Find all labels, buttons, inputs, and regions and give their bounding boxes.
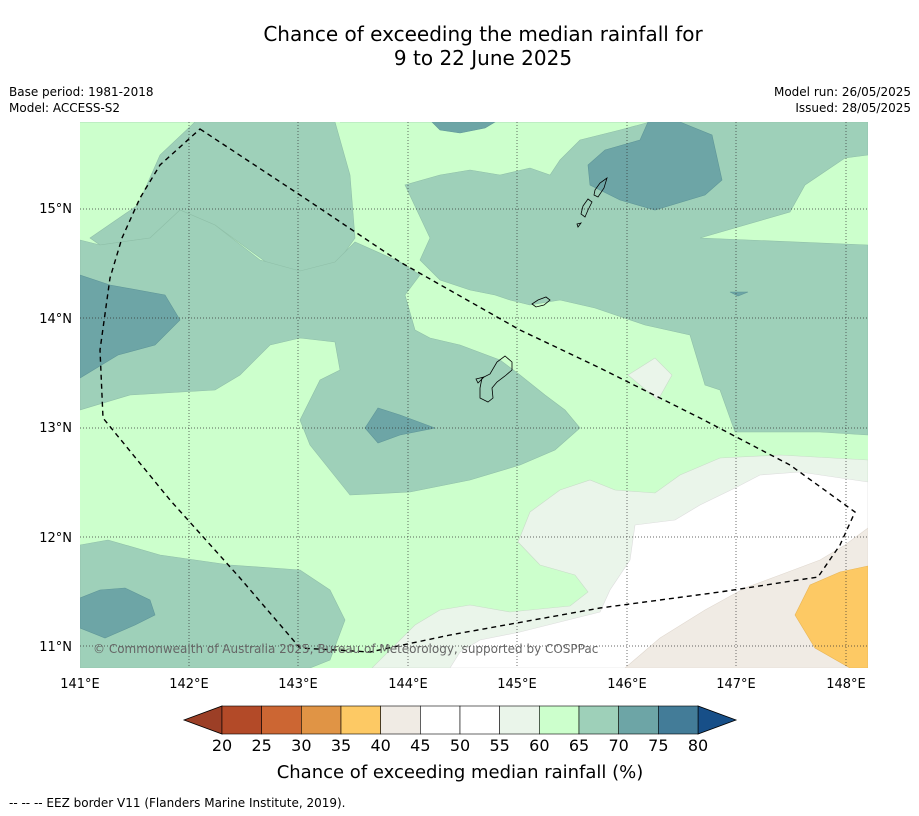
contour-55-60-patch <box>627 357 673 401</box>
colorbar-tick-label: 50 <box>450 736 470 755</box>
colorbar-tick-label: 60 <box>529 736 549 755</box>
contour-70-75-small <box>729 291 749 297</box>
issued-text: Issued: 28/05/2025 <box>795 101 911 115</box>
lon-tick-labels: 141°E 142°E 143°E 144°E 145°E 146°E 147°… <box>60 677 866 692</box>
colorbar-tick-label: 70 <box>608 736 628 755</box>
aguijan-islet <box>576 222 582 228</box>
chart-title: Chance of exceeding the median rainfall … <box>0 22 919 70</box>
colorbar-tick-label: 25 <box>251 736 271 755</box>
rainfall-map <box>80 122 868 668</box>
colorbar-over-arrow <box>697 705 738 735</box>
meta-left: Base period: 1981-2018 Model: ACCESS-S2 <box>9 84 154 116</box>
colorbar-segment <box>539 705 580 735</box>
colorbar-segment <box>380 705 421 735</box>
lat-tick-label: 14°N <box>39 312 72 327</box>
colorbar-tick-label: 40 <box>370 736 390 755</box>
colorbar-segment <box>301 705 342 735</box>
colorbar-tick-label: 80 <box>688 736 708 755</box>
colorbar-tick-label: 20 <box>212 736 232 755</box>
lon-tick-label: 142°E <box>169 677 209 692</box>
lat-tick-label: 13°N <box>39 421 72 436</box>
copyright-text: © Commonwealth of Australia 2025, Bureau… <box>93 642 598 656</box>
colorbar-under-arrow <box>182 705 223 735</box>
colorbar-segment <box>221 705 262 735</box>
contour-35-40 <box>794 565 868 668</box>
colorbar-segment <box>578 705 619 735</box>
lon-tick-label: 145°E <box>497 677 537 692</box>
gridlines <box>80 122 868 668</box>
contour-70-75-northeast <box>587 122 723 211</box>
footnote: -- -- -- EEZ border V11 (Flanders Marine… <box>9 796 346 810</box>
colorbar-segment <box>499 705 540 735</box>
cocos-islet <box>475 376 486 384</box>
saipan-island <box>593 176 608 198</box>
title-line-1: Chance of exceeding the median rainfall … <box>263 22 703 46</box>
lon-tick-label: 143°E <box>278 677 318 692</box>
contour-65-70-southwest <box>80 539 346 668</box>
lon-tick-label: 148°E <box>826 677 866 692</box>
colorbar-tick-label: 75 <box>648 736 668 755</box>
colorbar-tick-label: 35 <box>331 736 351 755</box>
colorbar-segment <box>261 705 302 735</box>
colorbar-tick-label: 30 <box>291 736 311 755</box>
colorbar-tick-label: 65 <box>569 736 589 755</box>
contour-70-75-north <box>431 122 496 134</box>
colorbar <box>182 705 738 735</box>
lon-tick-label: 144°E <box>388 677 428 692</box>
colorbar-segment <box>340 705 381 735</box>
colorbar-tick-labels: 20 25 30 35 40 45 50 55 60 65 70 75 80 <box>212 736 708 755</box>
colorbar-segment <box>618 705 659 735</box>
lat-tick-label: 11°N <box>39 640 72 655</box>
tinian-island <box>580 198 593 218</box>
colorbar-segment <box>459 705 500 735</box>
base-period-text: Base period: 1981-2018 <box>9 85 154 99</box>
lon-tick-label: 146°E <box>607 677 647 692</box>
guam-island <box>479 355 513 403</box>
colorbar-tick-label: 55 <box>489 736 509 755</box>
lat-tick-label: 12°N <box>39 531 72 546</box>
model-text: Model: ACCESS-S2 <box>9 101 121 115</box>
colorbar-label: Chance of exceeding median rainfall (%) <box>277 762 644 783</box>
lon-tick-label: 141°E <box>60 677 100 692</box>
title-line-2: 9 to 22 June 2025 <box>393 46 573 70</box>
lon-tick-label: 147°E <box>716 677 756 692</box>
colorbar-segment <box>658 705 699 735</box>
rota-island <box>531 296 551 308</box>
meta-right: Model run: 26/05/2025 Issued: 28/05/2025 <box>774 84 911 116</box>
contour-70-75-southwest <box>80 587 156 639</box>
lat-tick-labels: 11°N 12°N 13°N 14°N 15°N <box>39 202 72 655</box>
lat-tick-label: 15°N <box>39 202 72 217</box>
colorbar-segment <box>420 705 461 735</box>
model-run-text: Model run: 26/05/2025 <box>773 85 911 99</box>
eez-border <box>99 128 856 653</box>
contour-70-75-west <box>80 274 181 379</box>
colorbar-tick-label: 45 <box>410 736 430 755</box>
contour-65-70-central <box>80 209 581 496</box>
